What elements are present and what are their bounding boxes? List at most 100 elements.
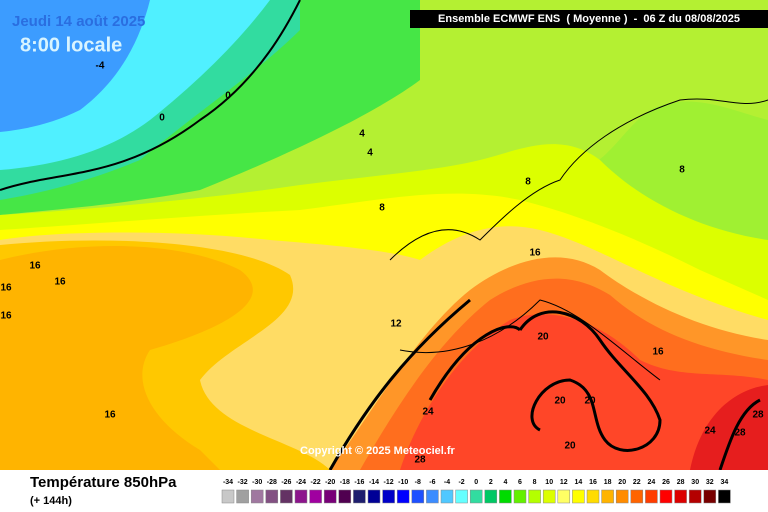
color-swatch: [499, 489, 512, 504]
color-swatch: [542, 489, 556, 504]
color-swatch: [265, 489, 279, 504]
color-swatch: [250, 489, 264, 504]
lead-time: (+ 144h): [30, 495, 72, 507]
colorbar-tick-label: 10: [545, 479, 553, 486]
color-swatch: [338, 489, 352, 504]
colorbar-tick-label: -26: [281, 479, 291, 486]
colorbar-tick-label: -32: [238, 479, 248, 486]
color-swatch: [586, 489, 600, 504]
color-swatch: [484, 489, 498, 504]
contour-label: 28: [734, 428, 746, 439]
color-swatch: [236, 489, 249, 504]
contour-label: 24: [422, 407, 434, 418]
color-swatch: [513, 489, 527, 504]
copyright: Copyright © 2025 Meteociel.fr: [300, 445, 456, 457]
contour-label: 16: [104, 410, 116, 421]
contour-label: 0: [159, 113, 165, 124]
colorbar-tick-label: -20: [325, 479, 335, 486]
color-swatch: [221, 489, 235, 504]
colorbar-tick-label: -34: [223, 479, 233, 486]
local-time: 8:00 locale: [20, 34, 122, 56]
color-swatch: [615, 489, 629, 504]
temperature-field: [0, 0, 768, 471]
color-swatch: [280, 489, 293, 504]
color-swatch: [645, 489, 658, 504]
color-swatch: [309, 489, 322, 504]
colorbar-tick-label: -2: [458, 479, 464, 486]
colorbar-tick-label: 24: [648, 479, 656, 486]
color-swatch: [367, 489, 381, 504]
colorbar-tick-label: -14: [369, 479, 379, 486]
colorbar-tick-label: -6: [429, 479, 435, 486]
contour-label: 24: [704, 426, 716, 437]
color-swatch: [294, 489, 308, 504]
contour-label: 28: [752, 410, 764, 421]
color-swatch: [659, 489, 673, 504]
colorbar-tick-label: 34: [721, 479, 729, 486]
contour-label: -4: [96, 61, 105, 72]
color-swatch: [703, 489, 717, 504]
color-swatch: [382, 489, 395, 504]
color-swatch: [426, 489, 439, 504]
contour-label: 16: [0, 283, 12, 294]
colorbar-tick-label: -10: [398, 479, 408, 486]
color-swatch: [323, 489, 337, 504]
contour-label: 16: [29, 261, 41, 272]
color-swatch: [440, 489, 454, 504]
colorbar-tick-label: -18: [340, 479, 350, 486]
contour-label: 28: [414, 455, 426, 466]
colorbar-tick-label: -16: [354, 479, 364, 486]
contour-label: 4: [367, 148, 373, 159]
colorbar-tick-label: -24: [296, 479, 306, 486]
colorbar-tick-label: 18: [604, 479, 612, 486]
contour-label: 16: [652, 347, 664, 358]
colorbar-tick-label: -28: [267, 479, 277, 486]
model-run: Ensemble ECMWF ENS ( Moyenne ) - 06 Z du…: [438, 13, 740, 25]
contour-label: 16: [54, 277, 66, 288]
colorbar-tick-label: 16: [589, 479, 597, 486]
colorbar-tick-label: 8: [533, 479, 537, 486]
color-swatch: [396, 489, 410, 504]
model-banner: [410, 10, 768, 28]
contour-label: 8: [679, 165, 685, 176]
color-swatch: [688, 489, 702, 504]
valid-date: Jeudi 14 août 2025: [12, 13, 145, 30]
contour-label: 16: [529, 248, 541, 259]
colorbar-tick-label: 28: [677, 479, 685, 486]
colorbar: -34 -32 -30 -28 -26 -24 -22 -20 -18 -16 -14 -12 -10-…: [221, 479, 731, 504]
color-swatch: [528, 489, 541, 504]
colorbar-tick-label: 12: [560, 479, 568, 486]
color-swatch: [718, 489, 731, 504]
color-swatch: [557, 489, 571, 504]
colorbar-tick-label: 14: [575, 479, 583, 486]
color-swatch: [674, 489, 687, 504]
contour-label: 0: [225, 91, 231, 102]
contour-label: 20: [537, 332, 549, 343]
colorbar-tick-label: 22: [633, 479, 641, 486]
contour-label: 4: [359, 129, 365, 140]
colorbar-tick-label: 20: [618, 479, 626, 486]
colorbar-tick-label: -8: [415, 479, 421, 486]
colorbar-tick-label: 32: [706, 479, 714, 486]
contour-label: 12: [390, 319, 402, 330]
field-title: Température 850hPa: [30, 474, 177, 491]
colorbar-tick-label: 26: [662, 479, 670, 486]
contour-label: 16: [0, 311, 12, 322]
colorbar-tick-label: -4: [444, 479, 450, 486]
color-swatch: [411, 489, 425, 504]
colorbar-tick-label: -22: [311, 479, 321, 486]
contour-label: 8: [525, 177, 531, 188]
color-swatch: [469, 489, 483, 504]
colorbar-tick-label: -30: [252, 479, 262, 486]
color-swatch: [601, 489, 614, 504]
contour-label: 20: [554, 396, 566, 407]
color-swatch: [455, 489, 468, 504]
contour-label: 8: [379, 203, 385, 214]
colorbar-tick-label: 2: [489, 479, 493, 486]
contour-label: 20: [584, 396, 596, 407]
colorbar-tick-label: 30: [691, 479, 699, 486]
colorbar-tick-label: 6: [518, 479, 522, 486]
